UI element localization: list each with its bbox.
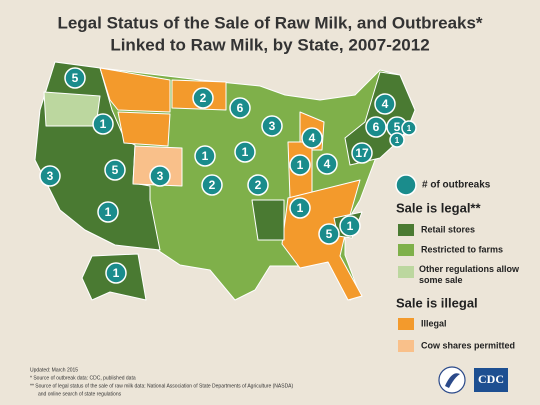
legend-label: Illegal [421, 318, 447, 328]
outbreak-count: 17 [355, 146, 369, 160]
outbreak-marker [365, 116, 387, 138]
legend-swatch [398, 266, 414, 278]
outbreak-count: 6 [237, 101, 244, 115]
legend-label: Cow shares permitted [421, 340, 515, 350]
outbreak-marker [234, 141, 256, 163]
outbreak-count: 4 [309, 131, 316, 145]
outbreak-marker [192, 87, 214, 109]
legend: # of outbreaks Sale is legal** Retail st… [395, 174, 520, 352]
outbreak-count: 3 [157, 169, 164, 183]
region-illegal-wy [117, 111, 171, 147]
legend-heading: Sale is legal** [396, 200, 481, 215]
legend-swatch [398, 318, 414, 330]
outbreak-marker [318, 223, 340, 245]
legend-label: # of outbreaks [422, 180, 491, 191]
outbreak-count: 1 [347, 219, 354, 233]
cdc-logo [474, 368, 508, 392]
outbreak-marker [247, 174, 269, 196]
outbreak-marker [389, 132, 405, 148]
outbreak-count: 1 [202, 149, 209, 163]
legend-heading: Sale is illegal [396, 295, 478, 310]
outbreak-count: 1 [395, 136, 400, 145]
outbreak-count: 4 [382, 97, 389, 111]
outbreak-marker [374, 93, 396, 115]
legend-swatch [398, 224, 414, 236]
outbreak-marker [401, 120, 417, 136]
cdc-logo-text: CDC [478, 372, 504, 386]
title-line: Linked to Raw Milk, by State, 2007-2012 [110, 35, 429, 54]
outbreak-marker [229, 97, 251, 119]
outbreak-count: 1 [242, 145, 249, 159]
logos: CDC [438, 366, 508, 394]
legend-swatch [398, 340, 414, 352]
outbreak-marker [92, 113, 114, 135]
outbreak-count: 3 [47, 169, 54, 183]
outbreak-count: 6 [373, 120, 380, 134]
outbreak-marker [39, 165, 61, 187]
outbreak-count: 1 [297, 201, 304, 215]
outbreak-marker [104, 159, 126, 181]
outbreak-marker [105, 262, 127, 284]
outbreak-count: 5 [326, 227, 333, 241]
outbreak-marker [316, 153, 338, 175]
outbreak-count: 3 [269, 119, 276, 133]
outbreak-marker [301, 127, 323, 149]
legend-marker [395, 174, 417, 196]
legend-label-wrap: Other regulations allow some sale [419, 264, 520, 285]
outbreak-count: 2 [200, 91, 207, 105]
region-other [43, 91, 101, 127]
outbreak-count: 5 [112, 163, 119, 177]
outbreak-marker [289, 154, 311, 176]
outbreak-count: 2 [209, 178, 216, 192]
outbreak-count: 1 [105, 205, 112, 219]
outbreak-marker [64, 67, 86, 89]
footnotes: Updated: March 2015 * Source of outbreak… [30, 367, 294, 397]
hhs-emblem [445, 373, 460, 388]
outbreak-marker [339, 215, 361, 237]
legend-label: Restricted to farms [421, 244, 503, 254]
outbreak-marker [289, 197, 311, 219]
legend-swatch [398, 244, 414, 256]
outbreak-count: 5 [72, 71, 79, 85]
title-line: Legal Status of the Sale of Raw Milk, an… [57, 13, 482, 32]
outbreak-marker [194, 145, 216, 167]
region-retail-ar [251, 199, 285, 241]
footnote: ** Source of legal status of the sale of… [30, 383, 294, 389]
outbreak-marker [201, 174, 223, 196]
outbreak-count: 1 [297, 158, 304, 172]
outbreak-marker [149, 165, 171, 187]
outbreak-count: 1 [407, 124, 412, 133]
outbreak-marker [261, 115, 283, 137]
footnote: and online search of state regulations [38, 391, 122, 397]
outbreak-count: 4 [324, 157, 331, 171]
footnote: Updated: March 2015 [30, 367, 78, 373]
footnote: * Source of outbreak data: CDC, publishe… [30, 375, 136, 381]
outbreak-marker [97, 201, 119, 223]
outbreak-count: 2 [255, 178, 262, 192]
outbreak-marker [351, 142, 373, 164]
outbreak-count: 1 [113, 266, 120, 280]
legend-label: Other regulations allow some sale [419, 264, 520, 285]
outbreak-count: 1 [100, 117, 107, 131]
region-illegal-mt [99, 67, 171, 113]
outbreak-count: 5 [394, 120, 401, 134]
legend-label: Retail stores [421, 224, 475, 234]
